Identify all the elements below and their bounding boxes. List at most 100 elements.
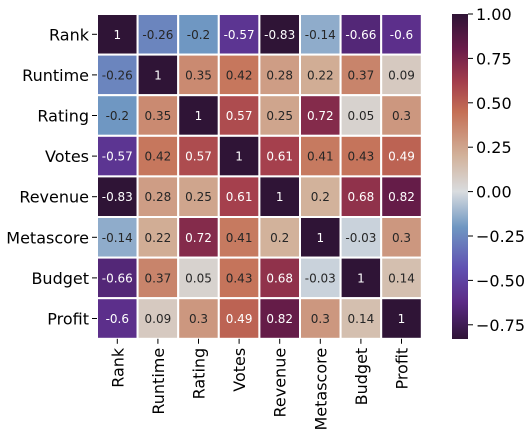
cell-value-label: -0.26 <box>102 68 133 82</box>
heatmap-cell <box>136 256 180 300</box>
cell-value-label: -0.14 <box>305 28 336 42</box>
cell-value-label: -0.57 <box>102 150 133 164</box>
cell-value-label: 1 <box>195 109 203 123</box>
cell-value-label: 0.35 <box>145 109 172 123</box>
row-tick-label: Metascore <box>6 228 89 247</box>
row-tick-label: Budget <box>31 269 89 288</box>
heatmap-cell <box>258 216 301 259</box>
heatmap-cell <box>339 256 383 300</box>
column-tick-label: Profit <box>393 348 412 390</box>
row-tick-label: Profit <box>47 310 89 329</box>
cell-value-label: -0.83 <box>102 190 133 204</box>
heatmap-cell <box>177 297 220 340</box>
column-tick-label: Revenue <box>271 348 290 418</box>
cell-value-label: -0.57 <box>224 28 255 42</box>
cell-value-label: 0.37 <box>145 271 172 285</box>
heatmap-cell <box>217 175 261 218</box>
cell-value-label: 0.28 <box>266 68 293 82</box>
cell-value-label: 0.43 <box>348 150 375 164</box>
cell-value-label: 0.49 <box>388 150 415 164</box>
cell-value-label: -0.6 <box>390 28 413 42</box>
cell-value-label: -0.03 <box>345 231 376 245</box>
cell-value-label: 0.82 <box>388 190 415 204</box>
heatmap-cell <box>380 297 423 340</box>
colorbar-tick-label: −0.25 <box>476 227 525 246</box>
heatmap-cells: 1 -0.26 -0.2 -0.57 -0.83 -0.14 -0.66 -0.6 -0.26 1… <box>96 13 423 340</box>
cell-value-label: -0.83 <box>264 28 295 42</box>
cell-value-label: 0.43 <box>226 271 253 285</box>
heatmap-cell <box>380 53 423 97</box>
cell-value-label: 0.3 <box>392 109 411 123</box>
row-tick-label: Revenue <box>19 188 89 207</box>
heatmap-cell <box>177 94 220 137</box>
cell-value-label: 0.68 <box>266 271 293 285</box>
heatmap-cell <box>217 94 261 137</box>
column-tick-label: Rating <box>190 348 209 400</box>
cell-value-label: -0.2 <box>187 28 210 42</box>
cell-value-label: 1 <box>316 231 324 245</box>
cell-value-label: 0.14 <box>388 271 415 285</box>
cell-value-label: 0.28 <box>145 190 172 204</box>
cell-value-label: 0.25 <box>266 109 293 123</box>
cell-value-label: 0.72 <box>185 231 212 245</box>
column-tick-label: Runtime <box>149 348 168 415</box>
colorbar-tick-label: 0.00 <box>476 183 512 202</box>
heatmap-cell <box>177 134 220 178</box>
cell-value-label: 1 <box>235 150 243 164</box>
cell-value-label: 0.2 <box>311 190 330 204</box>
row-tick-labels: Rank Runtime Rating Votes Revenue Metascore Bu… <box>6 25 97 329</box>
heatmap-cell <box>258 134 301 178</box>
cell-value-label: 0.82 <box>266 312 293 326</box>
row-tick-label: Rank <box>49 25 90 44</box>
colorbar: 1.00 0.75 0.50 0.25 0.00 −0.25 −0.50 −0.75 <box>452 5 525 339</box>
cell-value-label: 0.22 <box>145 231 172 245</box>
colorbar-gradient <box>452 14 468 339</box>
cell-value-label: 1 <box>276 190 284 204</box>
cell-value-label: 0.35 <box>185 68 212 82</box>
cell-value-label: -0.2 <box>106 109 129 123</box>
cell-value-label: 1 <box>398 312 406 326</box>
cell-value-label: 0.14 <box>348 312 375 326</box>
cell-value-label: 1 <box>357 271 365 285</box>
cell-value-label: 0.57 <box>226 109 253 123</box>
heatmap-cell <box>258 175 301 218</box>
column-tick-labels: Rank Runtime Rating Votes Revenue Metascore Bu… <box>108 338 412 431</box>
cell-value-label: 0.22 <box>307 68 334 82</box>
cell-value-label: -0.26 <box>142 28 173 42</box>
cell-value-label: 0.3 <box>189 312 208 326</box>
row-tick-label: Runtime <box>22 66 89 85</box>
cell-value-label: 1 <box>113 28 121 42</box>
cell-value-label: -0.14 <box>102 231 133 245</box>
cell-value-label: 1 <box>154 68 162 82</box>
row-tick-label: Votes <box>45 147 89 166</box>
heatmap-cell <box>380 256 423 300</box>
cell-value-label: 0.05 <box>348 109 375 123</box>
heatmap-cell <box>136 53 180 97</box>
cell-value-label: 0.41 <box>307 150 334 164</box>
cell-value-label: -0.66 <box>102 271 133 285</box>
colorbar-tick-label: 0.25 <box>476 138 512 157</box>
heatmap-cell <box>258 297 301 340</box>
cell-value-label: 0.57 <box>185 150 212 164</box>
cell-value-label: 0.2 <box>270 231 289 245</box>
colorbar-tick-label: −0.75 <box>476 316 525 335</box>
colorbar-tick-label: −0.50 <box>476 271 525 290</box>
cell-value-label: 0.3 <box>392 231 411 245</box>
heatmap-cell <box>339 94 383 137</box>
cell-value-label: -0.66 <box>345 28 376 42</box>
cell-value-label: 0.49 <box>226 312 253 326</box>
column-tick-label: Votes <box>230 348 249 392</box>
cell-value-label: 0.41 <box>226 231 253 245</box>
heatmap-cell <box>380 216 423 259</box>
cell-value-label: -0.6 <box>106 312 129 326</box>
colorbar-tick-label: 1.00 <box>476 5 512 24</box>
colorbar-tick-label: 0.75 <box>476 49 512 68</box>
cell-value-label: 0.61 <box>226 190 253 204</box>
cell-value-label: 0.09 <box>388 68 415 82</box>
cell-value-label: 0.72 <box>307 109 334 123</box>
column-tick-label: Budget <box>352 348 371 406</box>
heatmap-cell <box>339 134 383 178</box>
cell-value-label: 0.68 <box>348 190 375 204</box>
row-tick-label: Rating <box>37 107 89 126</box>
